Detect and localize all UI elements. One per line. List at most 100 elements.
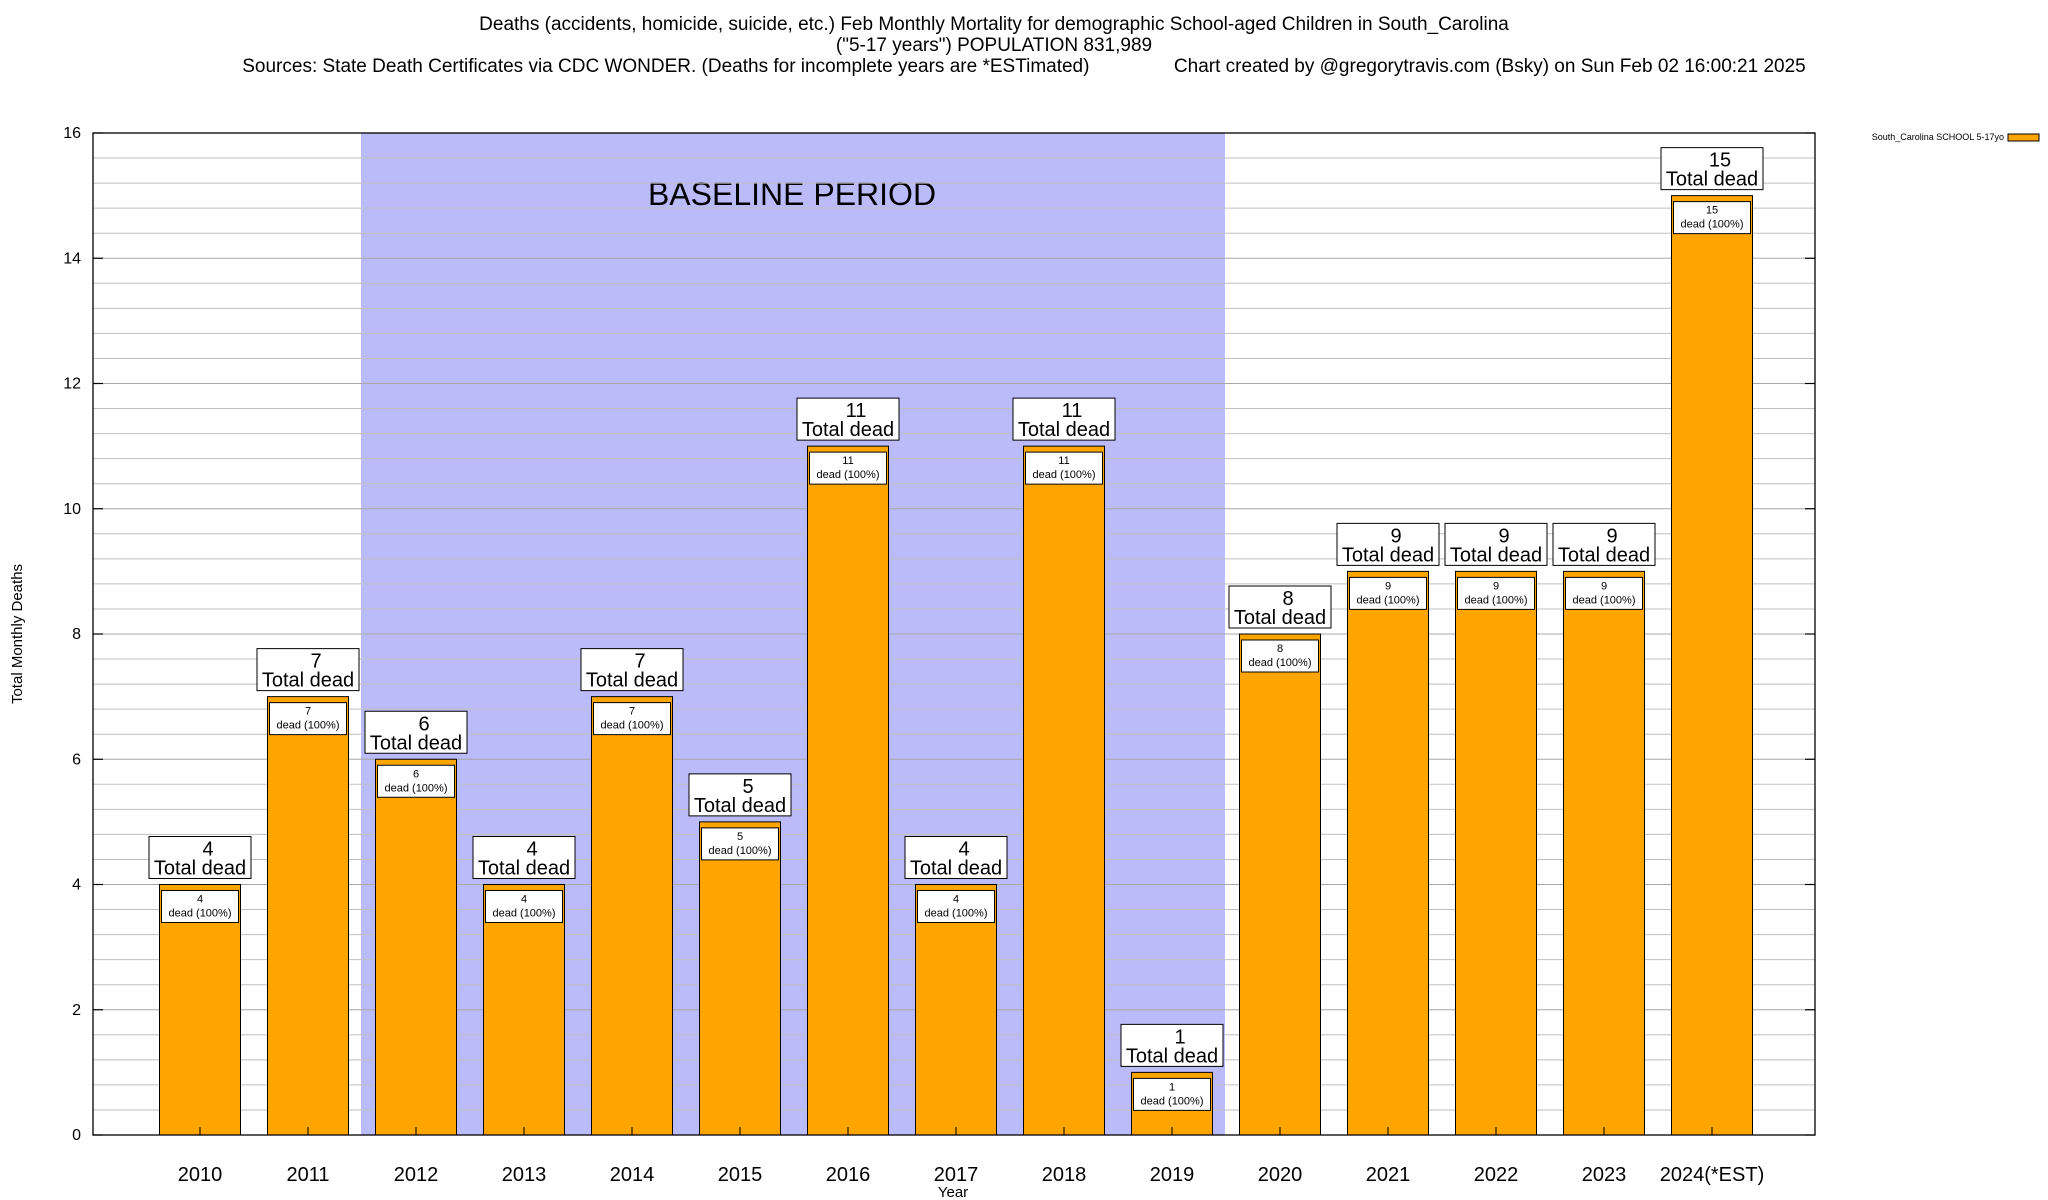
- inner-pct-label: dead (100%): [493, 908, 556, 920]
- inner-label-box: [809, 451, 887, 485]
- total-label-box: [472, 836, 576, 879]
- y-tick-label: 14: [63, 250, 81, 267]
- total-value-label: 8: [1282, 588, 1293, 610]
- total-text-label: Total dead: [802, 419, 894, 441]
- total-value-label: 7: [310, 651, 321, 673]
- total-label-box: [796, 397, 900, 441]
- inner-value-label: 4: [521, 894, 527, 906]
- total-value-label: 1: [1174, 1026, 1185, 1048]
- total-text-label: Total dead: [370, 732, 462, 754]
- total-value-label: 5: [742, 776, 753, 798]
- inner-label-box: [1673, 201, 1751, 235]
- x-tick-label: 2016: [826, 1164, 871, 1186]
- inner-value-label: 9: [1385, 580, 1391, 592]
- total-text-label: Total dead: [1126, 1045, 1218, 1067]
- inner-label-box: [1349, 576, 1427, 610]
- total-value-label: 11: [1062, 400, 1083, 422]
- inner-value-label: 7: [629, 706, 635, 718]
- total-value-label: 7: [634, 651, 645, 673]
- x-tick-label: 2022: [1474, 1164, 1519, 1186]
- bar-2017: [915, 884, 997, 1136]
- total-text-label: Total dead: [1666, 169, 1758, 191]
- inner-value-label: 5: [737, 831, 743, 843]
- total-label-box: [256, 648, 360, 692]
- bar-2016: [807, 445, 889, 1136]
- x-tick-label: 2017: [934, 1164, 979, 1186]
- bar-2010: [159, 884, 241, 1136]
- bar-2013: [483, 884, 565, 1136]
- inner-value-label: 7: [305, 706, 311, 718]
- inner-value-label: 4: [197, 894, 203, 906]
- inner-value-label: 6: [413, 768, 419, 780]
- total-text-label: Total dead: [154, 858, 246, 880]
- total-text-label: Total dead: [1342, 544, 1434, 566]
- total-text-label: Total dead: [910, 858, 1002, 880]
- baseline-band-label: BASELINE PERIOD: [648, 176, 936, 212]
- x-tick-label: 2019: [1150, 1164, 1195, 1186]
- inner-pct-label: dead (100%): [385, 782, 448, 794]
- total-text-label: Total dead: [586, 670, 678, 692]
- total-value-label: 6: [418, 713, 429, 735]
- y-axis-title: Total Monthly Deaths: [9, 564, 26, 704]
- inner-label-box: [485, 890, 563, 923]
- total-text-label: Total dead: [1450, 544, 1542, 566]
- total-label-box: [1120, 1023, 1224, 1067]
- total-value-label: 9: [1498, 525, 1509, 547]
- total-label-box: [1660, 147, 1764, 191]
- inner-label-box: [1133, 1077, 1211, 1111]
- inner-label-box: [701, 827, 779, 861]
- inner-pct-label: dead (100%): [1033, 469, 1096, 481]
- total-value-label: 9: [1390, 525, 1401, 547]
- chart-title-line-1: Deaths (accidents, homicide, suicide, et…: [479, 14, 1509, 35]
- total-value-label: 11: [846, 400, 867, 422]
- total-value-label: 4: [958, 839, 969, 861]
- total-text-label: Total dead: [694, 795, 786, 817]
- inner-pct-label: dead (100%): [709, 845, 772, 857]
- inner-pct-label: dead (100%): [817, 469, 880, 481]
- inner-pct-label: dead (100%): [277, 720, 340, 732]
- inner-label-box: [1025, 451, 1103, 485]
- x-tick-label: 2014: [610, 1164, 655, 1186]
- x-tick-label: 2012: [394, 1164, 439, 1186]
- total-label-box: [1012, 397, 1116, 441]
- x-tick-label: 2011: [286, 1164, 329, 1186]
- plot-frame: [92, 132, 1816, 1136]
- total-label-box: [688, 773, 792, 817]
- legend-swatch: [2007, 133, 2040, 142]
- inner-value-label: 4: [953, 894, 959, 906]
- inner-pct-label: dead (100%): [1357, 594, 1420, 606]
- x-axis-title: Year: [938, 1184, 968, 1200]
- y-tick-label: 16: [63, 125, 81, 142]
- total-label-box: [1552, 522, 1656, 566]
- legend: South_Carolina SCHOOL 5-17yo: [1872, 132, 2040, 142]
- inner-pct-label: dead (100%): [601, 720, 664, 732]
- inner-pct-label: dead (100%): [1141, 1095, 1204, 1107]
- total-text-label: Total dead: [478, 858, 570, 880]
- chart-source-line: Sources: State Death Certificates via CD…: [242, 56, 1806, 77]
- y-tick-label: 2: [72, 1002, 81, 1019]
- chart-title-line-2: ("5-17 years") POPULATION 831,989: [835, 35, 1153, 56]
- inner-value-label: 9: [1601, 580, 1607, 592]
- total-label-box: [580, 648, 684, 692]
- total-text-label: Total dead: [1018, 419, 1110, 441]
- inner-label-box: [269, 702, 347, 736]
- legend-label: South_Carolina SCHOOL 5-17yo: [1872, 132, 2004, 142]
- total-text-label: Total dead: [1234, 607, 1326, 629]
- bar-2012: [375, 758, 457, 1136]
- bar-2011: [267, 696, 349, 1136]
- bar-2023: [1563, 570, 1645, 1136]
- inner-value-label: 11: [842, 455, 853, 467]
- inner-value-label: 15: [1706, 205, 1718, 217]
- y-tick-label: 0: [72, 1127, 81, 1144]
- total-value-label: 9: [1606, 525, 1617, 547]
- y-tick-label: 4: [72, 877, 81, 894]
- total-value-label: 4: [202, 839, 213, 861]
- x-tick-label: 2010: [178, 1164, 223, 1186]
- y-tick-label: 8: [72, 626, 81, 643]
- bar-layer: [159, 195, 1753, 1136]
- total-label-box: [148, 836, 252, 879]
- total-label-box: [1336, 522, 1440, 566]
